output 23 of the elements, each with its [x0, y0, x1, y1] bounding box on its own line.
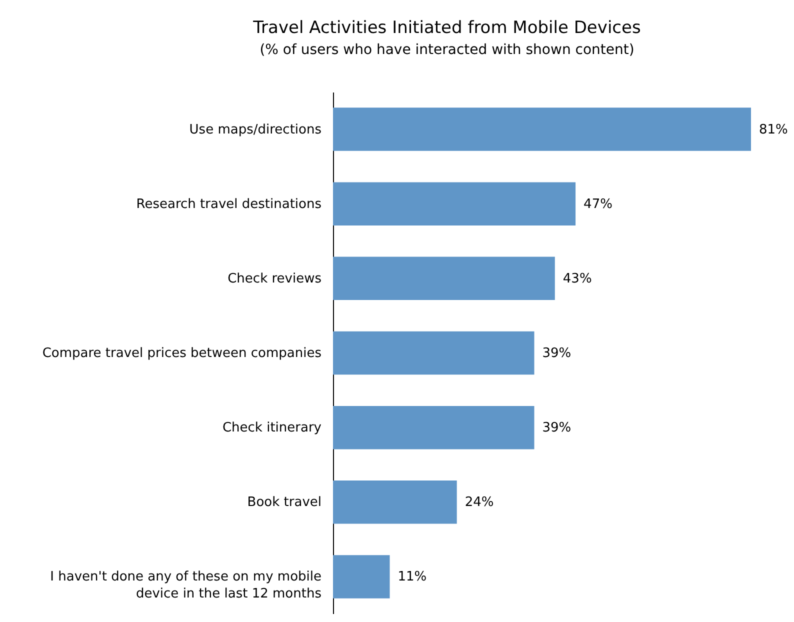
bar — [333, 256, 555, 300]
y-tick-label: Check itinerary — [222, 420, 322, 436]
chart-title: Travel Activities Initiated from Mobile Devices — [252, 18, 641, 38]
bar — [333, 182, 576, 226]
data-label: 24% — [464, 495, 494, 510]
data-label: 11% — [398, 570, 427, 585]
bar — [333, 108, 751, 151]
y-tick-label: Research travel destinations — [136, 196, 322, 212]
y-tick-label: Book travel — [247, 495, 322, 510]
bar — [333, 331, 534, 375]
y-tick-label: Check reviews — [228, 271, 322, 286]
data-label: 39% — [542, 420, 572, 436]
data-label: 43% — [562, 271, 592, 286]
y-tick-label: Use maps/directions — [189, 122, 322, 138]
y-tick-label: I haven't done any of these on my mobile device in the last 12 months — [50, 570, 322, 602]
y-tick-label: Compare travel prices between companies — [42, 346, 322, 361]
data-label: 47% — [584, 196, 612, 212]
data-label: 39% — [542, 346, 572, 361]
bar — [333, 480, 457, 524]
bar — [333, 555, 390, 598]
bar — [333, 406, 534, 450]
chart-subtitle: (% of users who have interacted with shown content) — [260, 42, 634, 58]
data-label: 81% — [759, 122, 788, 138]
